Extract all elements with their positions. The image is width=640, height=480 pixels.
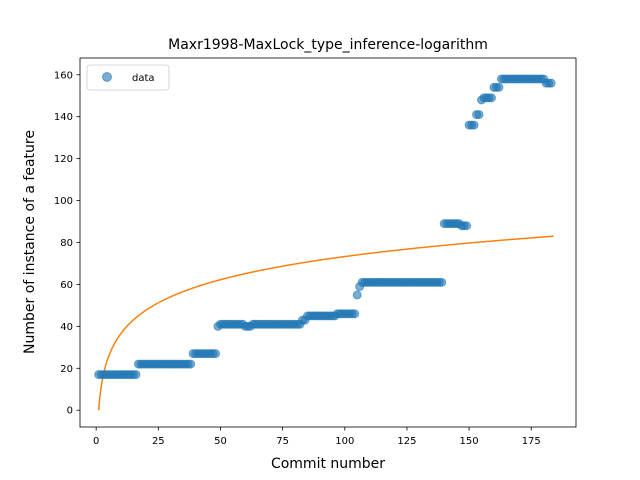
y-tick-label: 160 <box>54 70 73 81</box>
y-tick-label: 0 <box>67 406 73 417</box>
x-tick-label: 125 <box>397 436 416 447</box>
data-point <box>211 349 220 359</box>
data-point <box>350 309 360 319</box>
x-axis-label: Commit number <box>271 456 385 472</box>
legend-label-data: data <box>132 73 155 84</box>
y-axis: 0 20 40 60 80 100 120 140 160 <box>54 70 80 417</box>
data-point <box>186 359 196 369</box>
data-point <box>546 78 556 88</box>
data-point <box>494 82 504 92</box>
legend-box <box>86 64 170 91</box>
data-point <box>486 93 496 103</box>
data-point <box>352 290 362 300</box>
x-tick-label: 100 <box>335 436 354 447</box>
x-tick-label: 50 <box>214 436 227 447</box>
legend: data <box>86 64 170 91</box>
y-tick-label: 40 <box>60 322 73 333</box>
x-tick-label: 175 <box>522 436 541 447</box>
data-point <box>131 370 141 380</box>
data-point <box>474 110 484 120</box>
x-axis: 0 25 50 75 100 125 150 175 <box>93 427 541 447</box>
x-tick-label: 150 <box>460 436 479 447</box>
fit-line <box>97 235 554 411</box>
x-tick-label: 75 <box>276 436 289 447</box>
chart-title: Maxr1998-MaxLock_type_inference-logarith… <box>168 37 488 53</box>
y-tick-label: 60 <box>60 280 73 291</box>
y-tick-label: 120 <box>54 154 73 165</box>
y-tick-label: 80 <box>60 238 73 249</box>
plot-area <box>94 74 556 411</box>
legend-marker-data <box>102 72 112 82</box>
data-point <box>462 221 472 231</box>
y-tick-label: 100 <box>54 196 73 207</box>
x-tick-label: 25 <box>152 436 165 447</box>
data-point <box>469 120 479 130</box>
y-tick-label: 20 <box>60 364 73 375</box>
data-point <box>437 277 447 287</box>
y-tick-label: 140 <box>54 112 73 123</box>
x-tick-label: 0 <box>93 436 99 447</box>
y-axis-label: Number of instance of a feature <box>22 130 38 354</box>
